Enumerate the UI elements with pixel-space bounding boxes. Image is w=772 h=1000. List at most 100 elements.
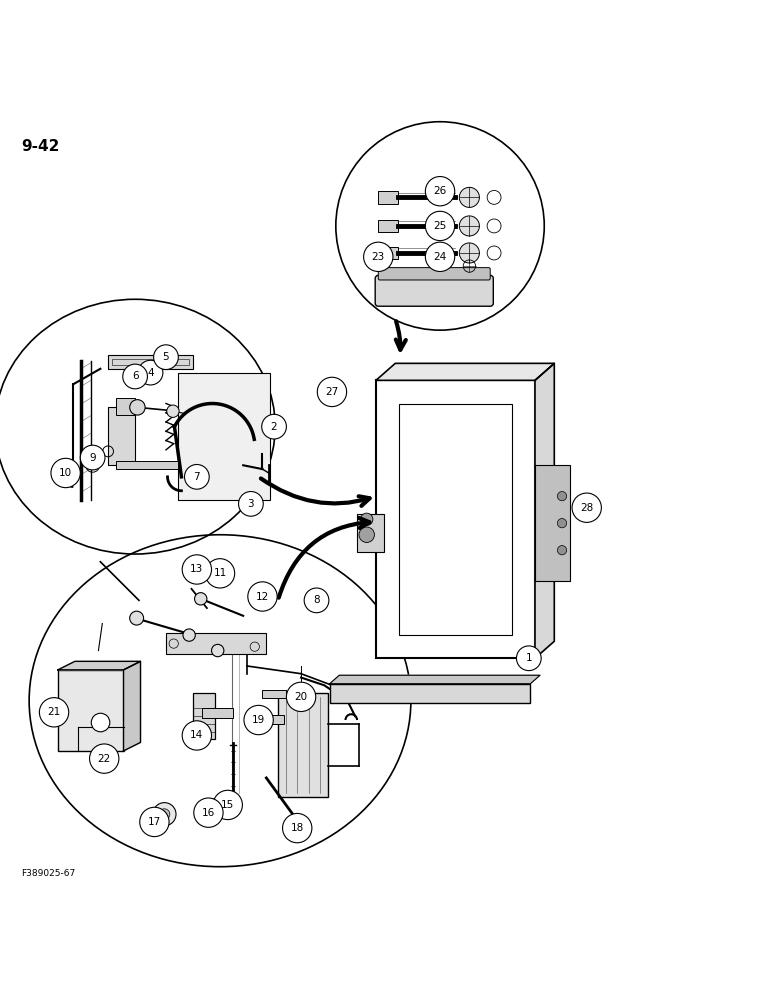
Circle shape [516,646,541,671]
Circle shape [248,582,277,611]
Circle shape [140,807,169,837]
Text: 4: 4 [147,368,154,378]
Circle shape [205,559,235,588]
Circle shape [195,593,207,605]
Text: 24: 24 [433,252,447,262]
Text: 2: 2 [271,422,277,432]
Text: 16: 16 [201,808,215,818]
Circle shape [304,588,329,613]
Text: 26: 26 [433,186,447,196]
Text: 6: 6 [132,371,138,381]
Bar [116,461,178,469]
Circle shape [283,813,312,843]
Polygon shape [330,675,540,684]
Bar [178,373,270,500]
Circle shape [459,216,479,236]
Circle shape [459,187,479,207]
Bar [262,690,286,698]
Circle shape [213,790,242,820]
Circle shape [244,705,273,735]
Circle shape [239,492,263,516]
Bar [166,633,266,654]
Bar [193,693,215,739]
Circle shape [183,629,195,641]
Bar [357,514,384,552]
Text: 22: 22 [97,754,111,764]
Circle shape [80,445,105,470]
Text: 9-42: 9-42 [22,139,60,154]
Circle shape [194,798,223,827]
Polygon shape [58,661,141,670]
Text: 27: 27 [325,387,339,397]
Circle shape [425,242,455,271]
Circle shape [361,513,373,525]
Circle shape [130,400,145,415]
Bar [330,684,530,703]
Circle shape [167,405,179,417]
Circle shape [557,519,567,528]
Text: 1: 1 [526,653,532,663]
Bar [108,355,193,369]
Polygon shape [535,363,554,658]
Circle shape [459,243,479,263]
Bar [378,220,398,232]
Circle shape [182,721,212,750]
Circle shape [572,493,601,522]
Circle shape [286,682,316,712]
Circle shape [130,611,144,625]
Text: 9: 9 [90,453,96,463]
Circle shape [262,414,286,439]
Text: 14: 14 [190,730,204,740]
Text: 19: 19 [252,715,266,725]
Circle shape [51,458,80,488]
Polygon shape [376,363,554,380]
Text: 11: 11 [213,568,227,578]
Circle shape [123,364,147,389]
Bar [202,708,233,718]
Circle shape [153,803,176,826]
Text: 20: 20 [294,692,308,702]
Circle shape [425,177,455,206]
Polygon shape [124,661,141,751]
Bar [378,191,398,204]
Circle shape [182,555,212,584]
Bar [253,715,284,724]
Bar [108,407,135,465]
Circle shape [185,464,209,489]
Circle shape [159,809,170,820]
Text: 23: 23 [371,252,385,262]
Bar [378,247,398,259]
Circle shape [592,515,597,519]
Text: 8: 8 [313,595,320,605]
Bar [112,359,189,365]
Text: 15: 15 [221,800,235,810]
Text: 25: 25 [433,221,447,231]
Circle shape [557,492,567,501]
Circle shape [212,644,224,657]
Bar [58,670,124,751]
Circle shape [154,345,178,370]
Text: 28: 28 [580,503,594,513]
Text: 12: 12 [256,591,269,601]
Bar [278,693,328,797]
Circle shape [205,799,225,819]
Circle shape [91,713,110,732]
Text: F389025-67: F389025-67 [22,869,76,878]
FancyBboxPatch shape [375,275,493,306]
Text: 10: 10 [59,468,73,478]
Bar [376,380,535,658]
Bar [399,403,512,635]
Circle shape [359,527,374,542]
Circle shape [425,211,455,241]
Bar [535,465,570,581]
Circle shape [90,744,119,773]
FancyBboxPatch shape [378,268,490,280]
Text: 21: 21 [47,707,61,717]
Text: 13: 13 [190,564,204,574]
Circle shape [364,242,393,271]
Circle shape [557,546,567,555]
Circle shape [138,360,163,385]
Circle shape [39,698,69,727]
Text: 3: 3 [248,499,254,509]
Bar [116,398,135,415]
